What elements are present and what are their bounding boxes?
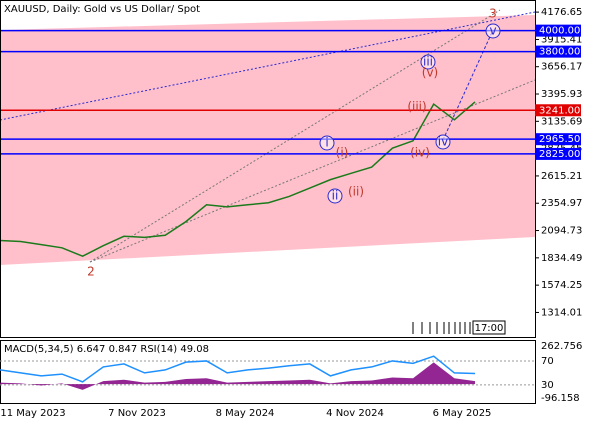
wave-label: v bbox=[489, 24, 496, 38]
wave-label: 3 bbox=[489, 7, 497, 21]
wave-label: iii bbox=[423, 55, 433, 69]
x-tick-label: 7 Nov 2023 bbox=[108, 408, 166, 419]
wave-label: 2 bbox=[87, 265, 95, 279]
level-box bbox=[535, 133, 581, 146]
y-tick-label: 1314.01 bbox=[541, 307, 582, 318]
y-tick-label: -96.158 bbox=[541, 393, 580, 404]
price-line bbox=[0, 101, 476, 258]
x-tick-label: 4 Nov 2024 bbox=[326, 408, 384, 419]
trend-line bbox=[0, 11, 536, 121]
level-label: 3800.00 bbox=[539, 47, 580, 58]
level-label: 3241.00 bbox=[539, 105, 580, 116]
y-tick-label: 2354.97 bbox=[541, 198, 582, 209]
wave-label: iv bbox=[438, 135, 448, 149]
session-ticks bbox=[412, 322, 471, 334]
x-tick-label: 11 May 2023 bbox=[0, 408, 65, 419]
y-tick-label: 2094.73 bbox=[541, 226, 582, 237]
macd-area bbox=[0, 362, 475, 390]
rsi-line bbox=[0, 355, 476, 383]
wave-label: (ii) bbox=[348, 185, 364, 199]
level-box bbox=[535, 104, 581, 117]
y-tick-label: 3915.41 bbox=[541, 35, 582, 46]
y-tick-label: 1574.25 bbox=[541, 280, 582, 291]
sub-frame bbox=[0, 340, 536, 404]
y-tick-label: 1834.49 bbox=[541, 253, 582, 264]
x-tick-label: 6 May 2025 bbox=[433, 408, 492, 419]
level-box bbox=[535, 147, 581, 160]
y-tick-label: 3656.17 bbox=[541, 62, 582, 73]
level-label: 2825.00 bbox=[539, 149, 580, 160]
wave-label: (iv) bbox=[410, 146, 430, 160]
wave-label: (i) bbox=[336, 146, 349, 160]
wave-circle bbox=[327, 188, 343, 204]
level-box bbox=[535, 45, 581, 58]
level-label: 4000.00 bbox=[539, 26, 580, 37]
wave-label: ii bbox=[332, 189, 339, 203]
chart-title: XAUUSD, Daily: Gold vs US Dollar/ Spot bbox=[4, 4, 200, 15]
wave-line bbox=[442, 29, 494, 141]
wave-label: (v) bbox=[422, 66, 438, 80]
level-label: 2965.50 bbox=[539, 134, 580, 145]
wave-circle bbox=[420, 54, 436, 70]
y-tick-label: 2615.21 bbox=[541, 171, 582, 182]
y-tick-label: 3135.69 bbox=[541, 116, 582, 127]
wave-label: i bbox=[325, 136, 328, 150]
wave-circle bbox=[485, 23, 501, 39]
main-frame bbox=[0, 0, 536, 338]
y2-tick-label: 30 bbox=[541, 380, 554, 391]
y2-tick-label: 70 bbox=[541, 356, 554, 367]
y-tick-label: 3395.93 bbox=[541, 89, 582, 100]
indicator-title: MACD(5,34,5) 6.647 0.847 RSI(14) 49.08 bbox=[4, 344, 209, 355]
channel bbox=[0, 15, 535, 265]
y-tick-label: 4176.65 bbox=[541, 7, 582, 18]
wave-label: (iii) bbox=[407, 100, 426, 114]
wave-circle bbox=[319, 135, 335, 151]
time-box bbox=[472, 320, 506, 335]
time-label: 17:00 bbox=[475, 323, 504, 334]
x-tick-label: 8 May 2024 bbox=[216, 408, 275, 419]
y-tick-label: 262.756 bbox=[541, 341, 582, 352]
wave-circle bbox=[435, 134, 451, 150]
level-box bbox=[535, 24, 581, 37]
